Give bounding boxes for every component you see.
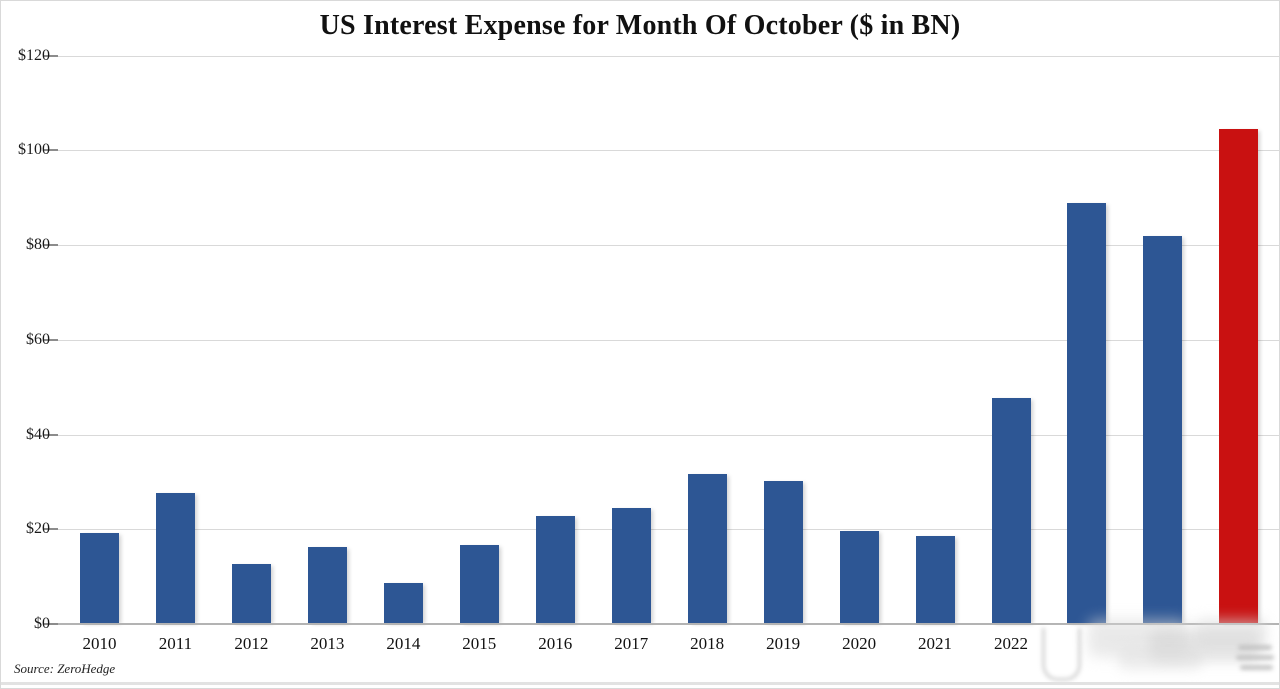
bar-2019: [763, 480, 803, 624]
bar-2020: [839, 530, 879, 624]
x-axis-label-2013: 2013: [310, 634, 345, 653]
x-axis-label-2017: 2017: [614, 634, 649, 653]
gridline-120: [58, 55, 1279, 57]
y-axis-label-0: $0: [34, 615, 50, 632]
bottom-edge-strip: [0, 682, 1280, 685]
gridline-40: [58, 434, 1279, 436]
bar-unlabeled-14: [1143, 235, 1183, 624]
gridline-20: [58, 529, 1279, 531]
bar-2021: [915, 535, 955, 624]
bar-unlabeled-13: [1067, 202, 1107, 624]
x-axis-label-2012: 2012: [234, 634, 269, 653]
x-axis-label-2011: 2011: [158, 634, 193, 653]
source-attribution: Source: ZeroHedge: [14, 661, 116, 676]
y-axis-label-40: $40: [26, 425, 50, 443]
x-axis-label-2014: 2014: [386, 634, 421, 653]
y-tick-20: [44, 528, 58, 531]
y-axis-label-120: $120: [18, 46, 50, 64]
bar-unlabeled-15: [1219, 128, 1259, 624]
x-axis-label-2018: 2018: [690, 634, 725, 653]
x-axis-label-2010: 2010: [82, 634, 117, 653]
y-tick-100: [44, 149, 58, 152]
bar-2017: [611, 508, 651, 624]
bar-2018: [687, 474, 727, 624]
bar-2014: [383, 583, 423, 624]
x-axis-label-2020: 2020: [842, 634, 877, 653]
x-axis-baseline: [58, 623, 1279, 625]
x-axis-label-2015: 2015: [462, 634, 497, 653]
bar-2022: [991, 398, 1031, 624]
bar-2011: [155, 493, 195, 624]
x-axis-label-2021: 2021: [918, 634, 953, 653]
gridline-60: [58, 339, 1279, 341]
y-axis-label-20: $20: [26, 520, 50, 538]
x-axis-label-2022: 2022: [994, 634, 1029, 653]
y-tick-120: [44, 54, 58, 57]
bar-2012: [231, 563, 271, 624]
x-axis-label-2019: 2019: [766, 634, 801, 653]
bar-2010: [80, 532, 119, 624]
y-tick-60: [44, 338, 58, 341]
chart-title: US Interest Expense for Month Of October…: [319, 10, 961, 41]
bar-2016: [535, 515, 575, 624]
y-axis-label-60: $60: [26, 330, 50, 348]
y-axis-label-80: $80: [26, 236, 50, 253]
y-tick-0: [44, 623, 58, 625]
bar-2015: [459, 545, 499, 624]
y-axis-label-100: $100: [18, 141, 50, 159]
y-tick-80: [44, 244, 58, 246]
bar-2013: [307, 547, 347, 624]
gridline-80: [58, 245, 1279, 246]
x-axis-label-2016: 2016: [538, 634, 573, 653]
gridline-100: [58, 150, 1279, 152]
y-tick-40: [44, 433, 58, 436]
